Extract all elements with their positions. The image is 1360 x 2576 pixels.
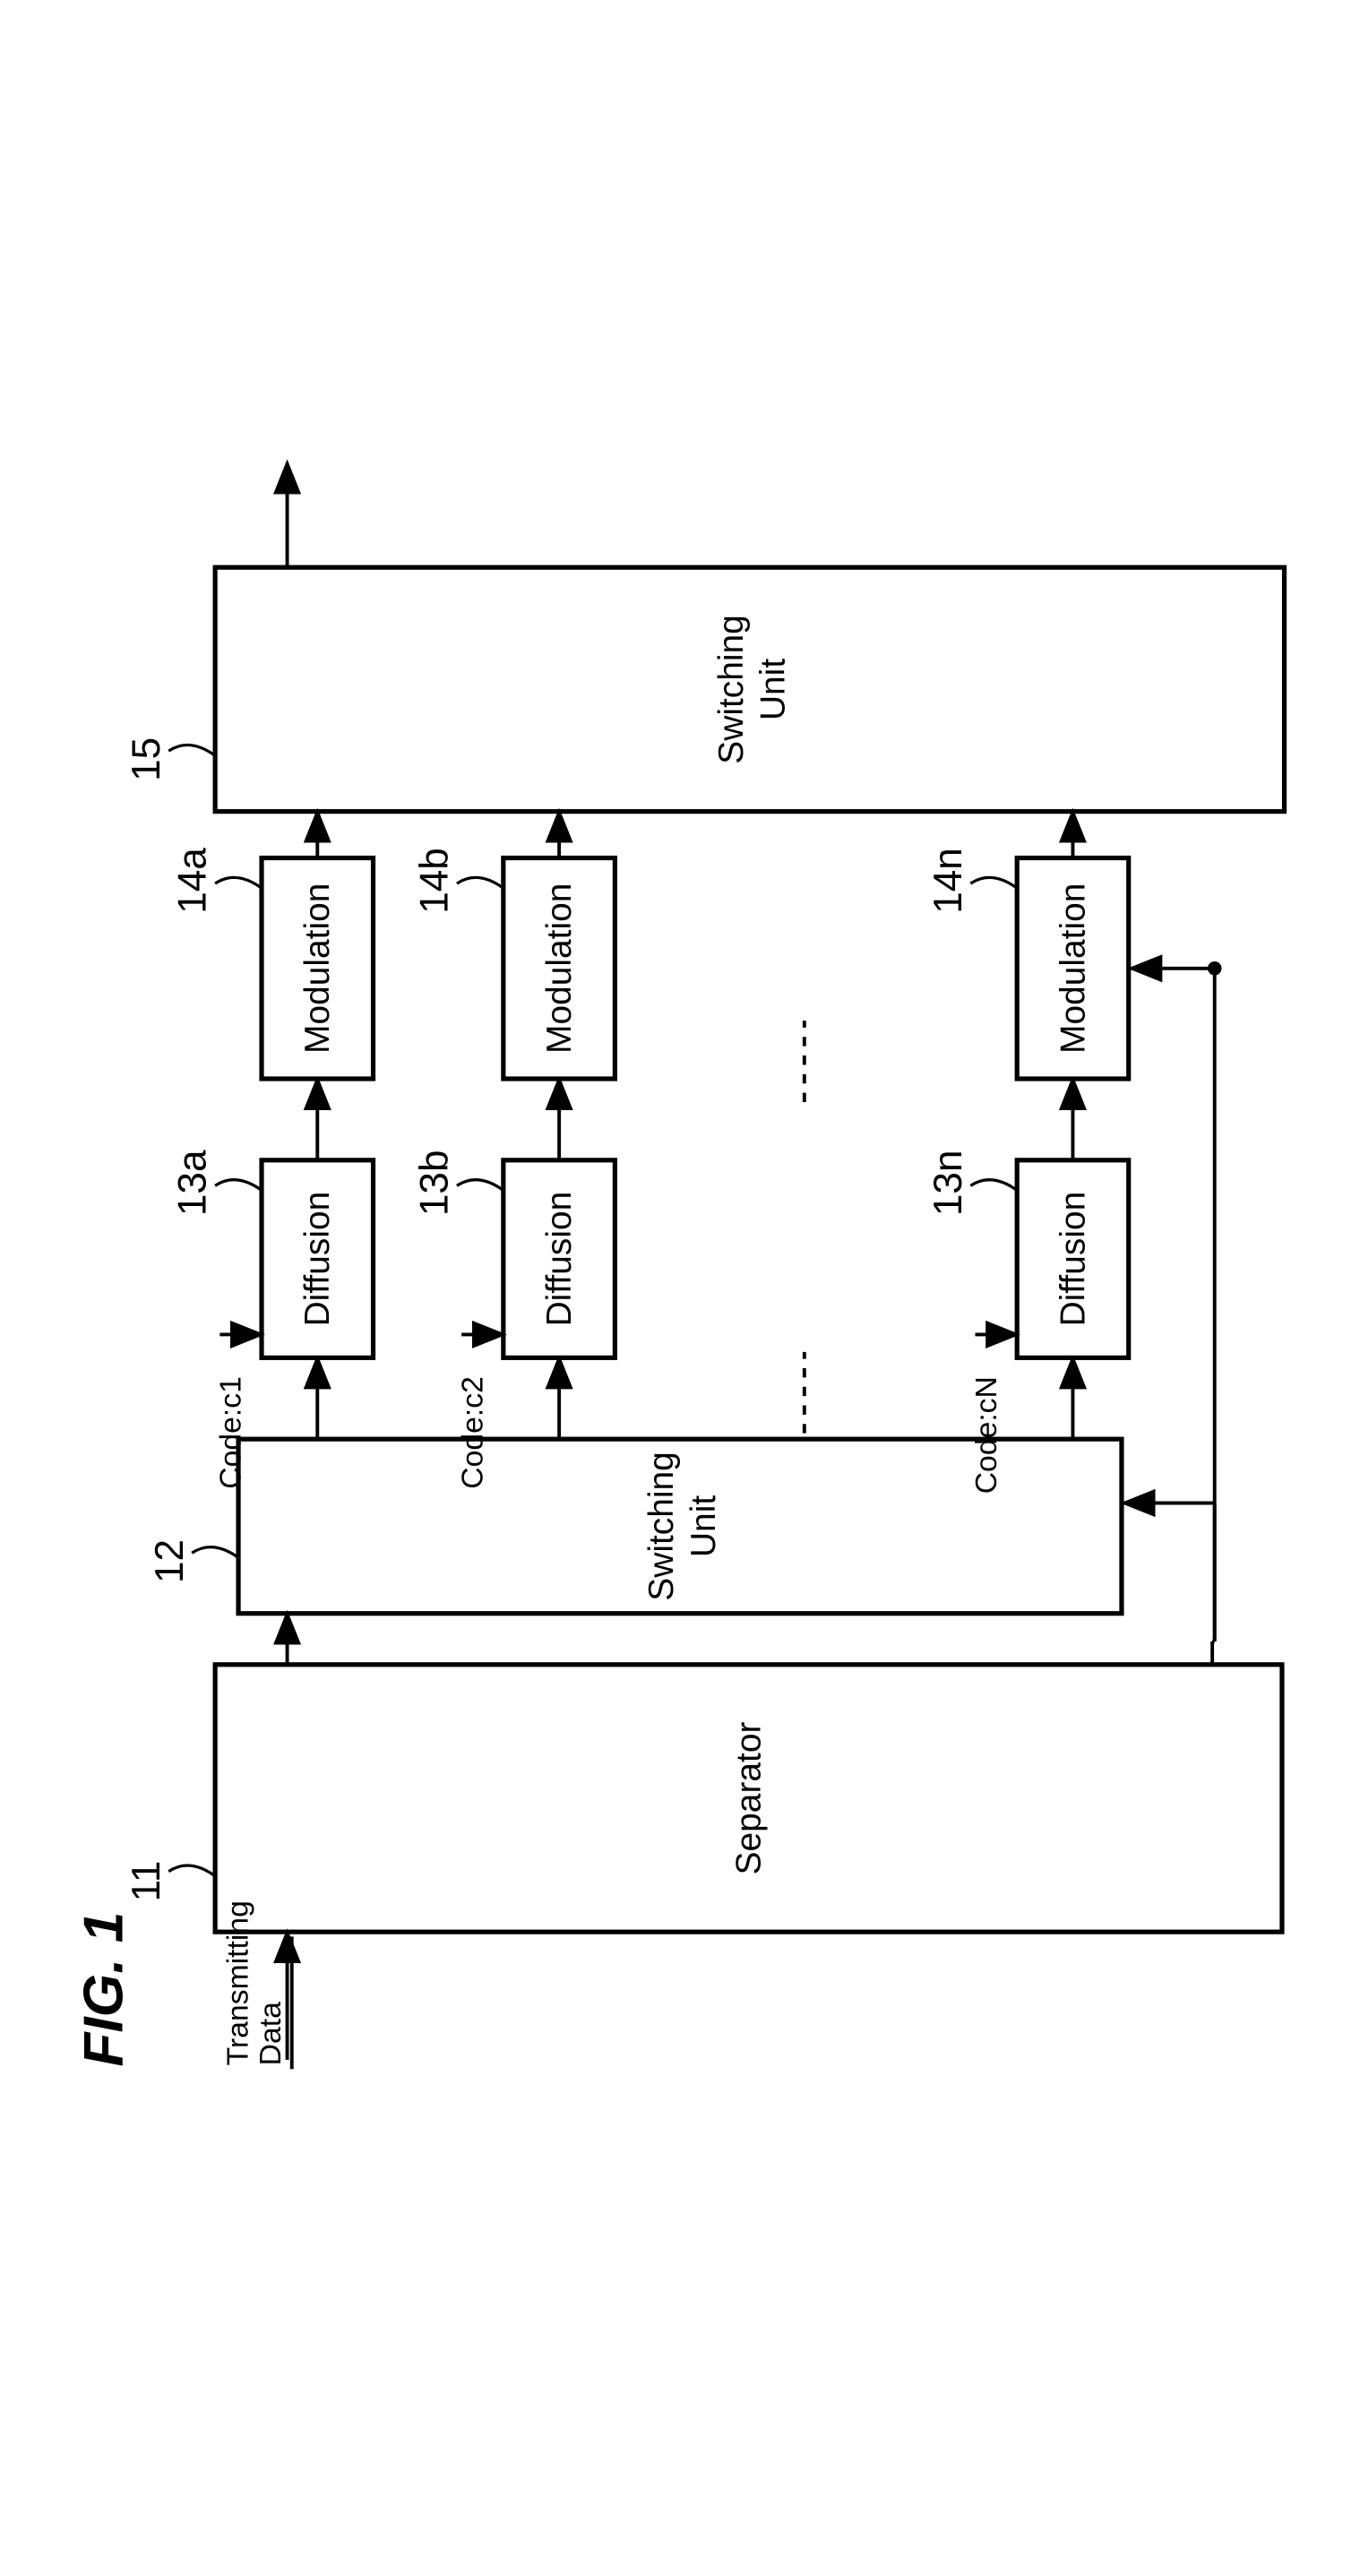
switching-unit-1-label2: Unit: [684, 1495, 723, 1557]
switching-unit-1-label1: Switching: [642, 1452, 681, 1601]
modulation-label-0: Modulation: [298, 883, 337, 1054]
diffusion-0-ref-leader: [215, 1180, 262, 1191]
separator-ref: 11: [125, 1861, 168, 1902]
switching-unit-1-ref-leader: [192, 1547, 238, 1558]
diffusion-label-2: Diffusion: [1054, 1192, 1092, 1327]
code-label-2: Code:cN: [969, 1376, 1003, 1494]
diffusion-2-ref-leader: [970, 1180, 1017, 1191]
separator-label: Separator: [730, 1722, 769, 1875]
switching-unit-2-ref-leader: [168, 745, 215, 756]
modulation-label-1: Modulation: [540, 883, 579, 1054]
modulation-0-ref: 14a: [171, 848, 215, 914]
modulation-0-ref-leader: [215, 877, 262, 888]
separator-ref-leader: [168, 1865, 215, 1876]
diffusion-1-ref-leader: [457, 1180, 504, 1191]
diffusion-1-ref: 13b: [413, 1150, 457, 1216]
code-label-0: Code:c1: [214, 1376, 248, 1489]
switching-unit-2-ref: 15: [125, 737, 168, 781]
modulation-2-ref-leader: [970, 877, 1017, 888]
input-label-line2: Data: [254, 2002, 288, 2065]
switching-unit-1-ref: 12: [148, 1539, 192, 1583]
modulation-1-ref-leader: [457, 877, 504, 888]
diffusion-label-1: Diffusion: [540, 1192, 579, 1327]
figure-title: FIG. 1: [73, 1912, 134, 2067]
input-label-line1: Transmitting: [220, 1900, 254, 2065]
switching-unit-2-label1: Switching: [712, 615, 751, 764]
modulation-2-ref: 14n: [926, 848, 970, 914]
code-label-1: Code:c2: [455, 1376, 489, 1489]
modulation-label-2: Modulation: [1054, 883, 1092, 1054]
diffusion-2-ref: 13n: [926, 1150, 970, 1216]
diffusion-0-ref: 13a: [171, 1150, 215, 1216]
switching-unit-2-label2: Unit: [754, 659, 793, 720]
diffusion-label-0: Diffusion: [298, 1192, 337, 1327]
modulation-1-ref: 14b: [413, 848, 457, 914]
